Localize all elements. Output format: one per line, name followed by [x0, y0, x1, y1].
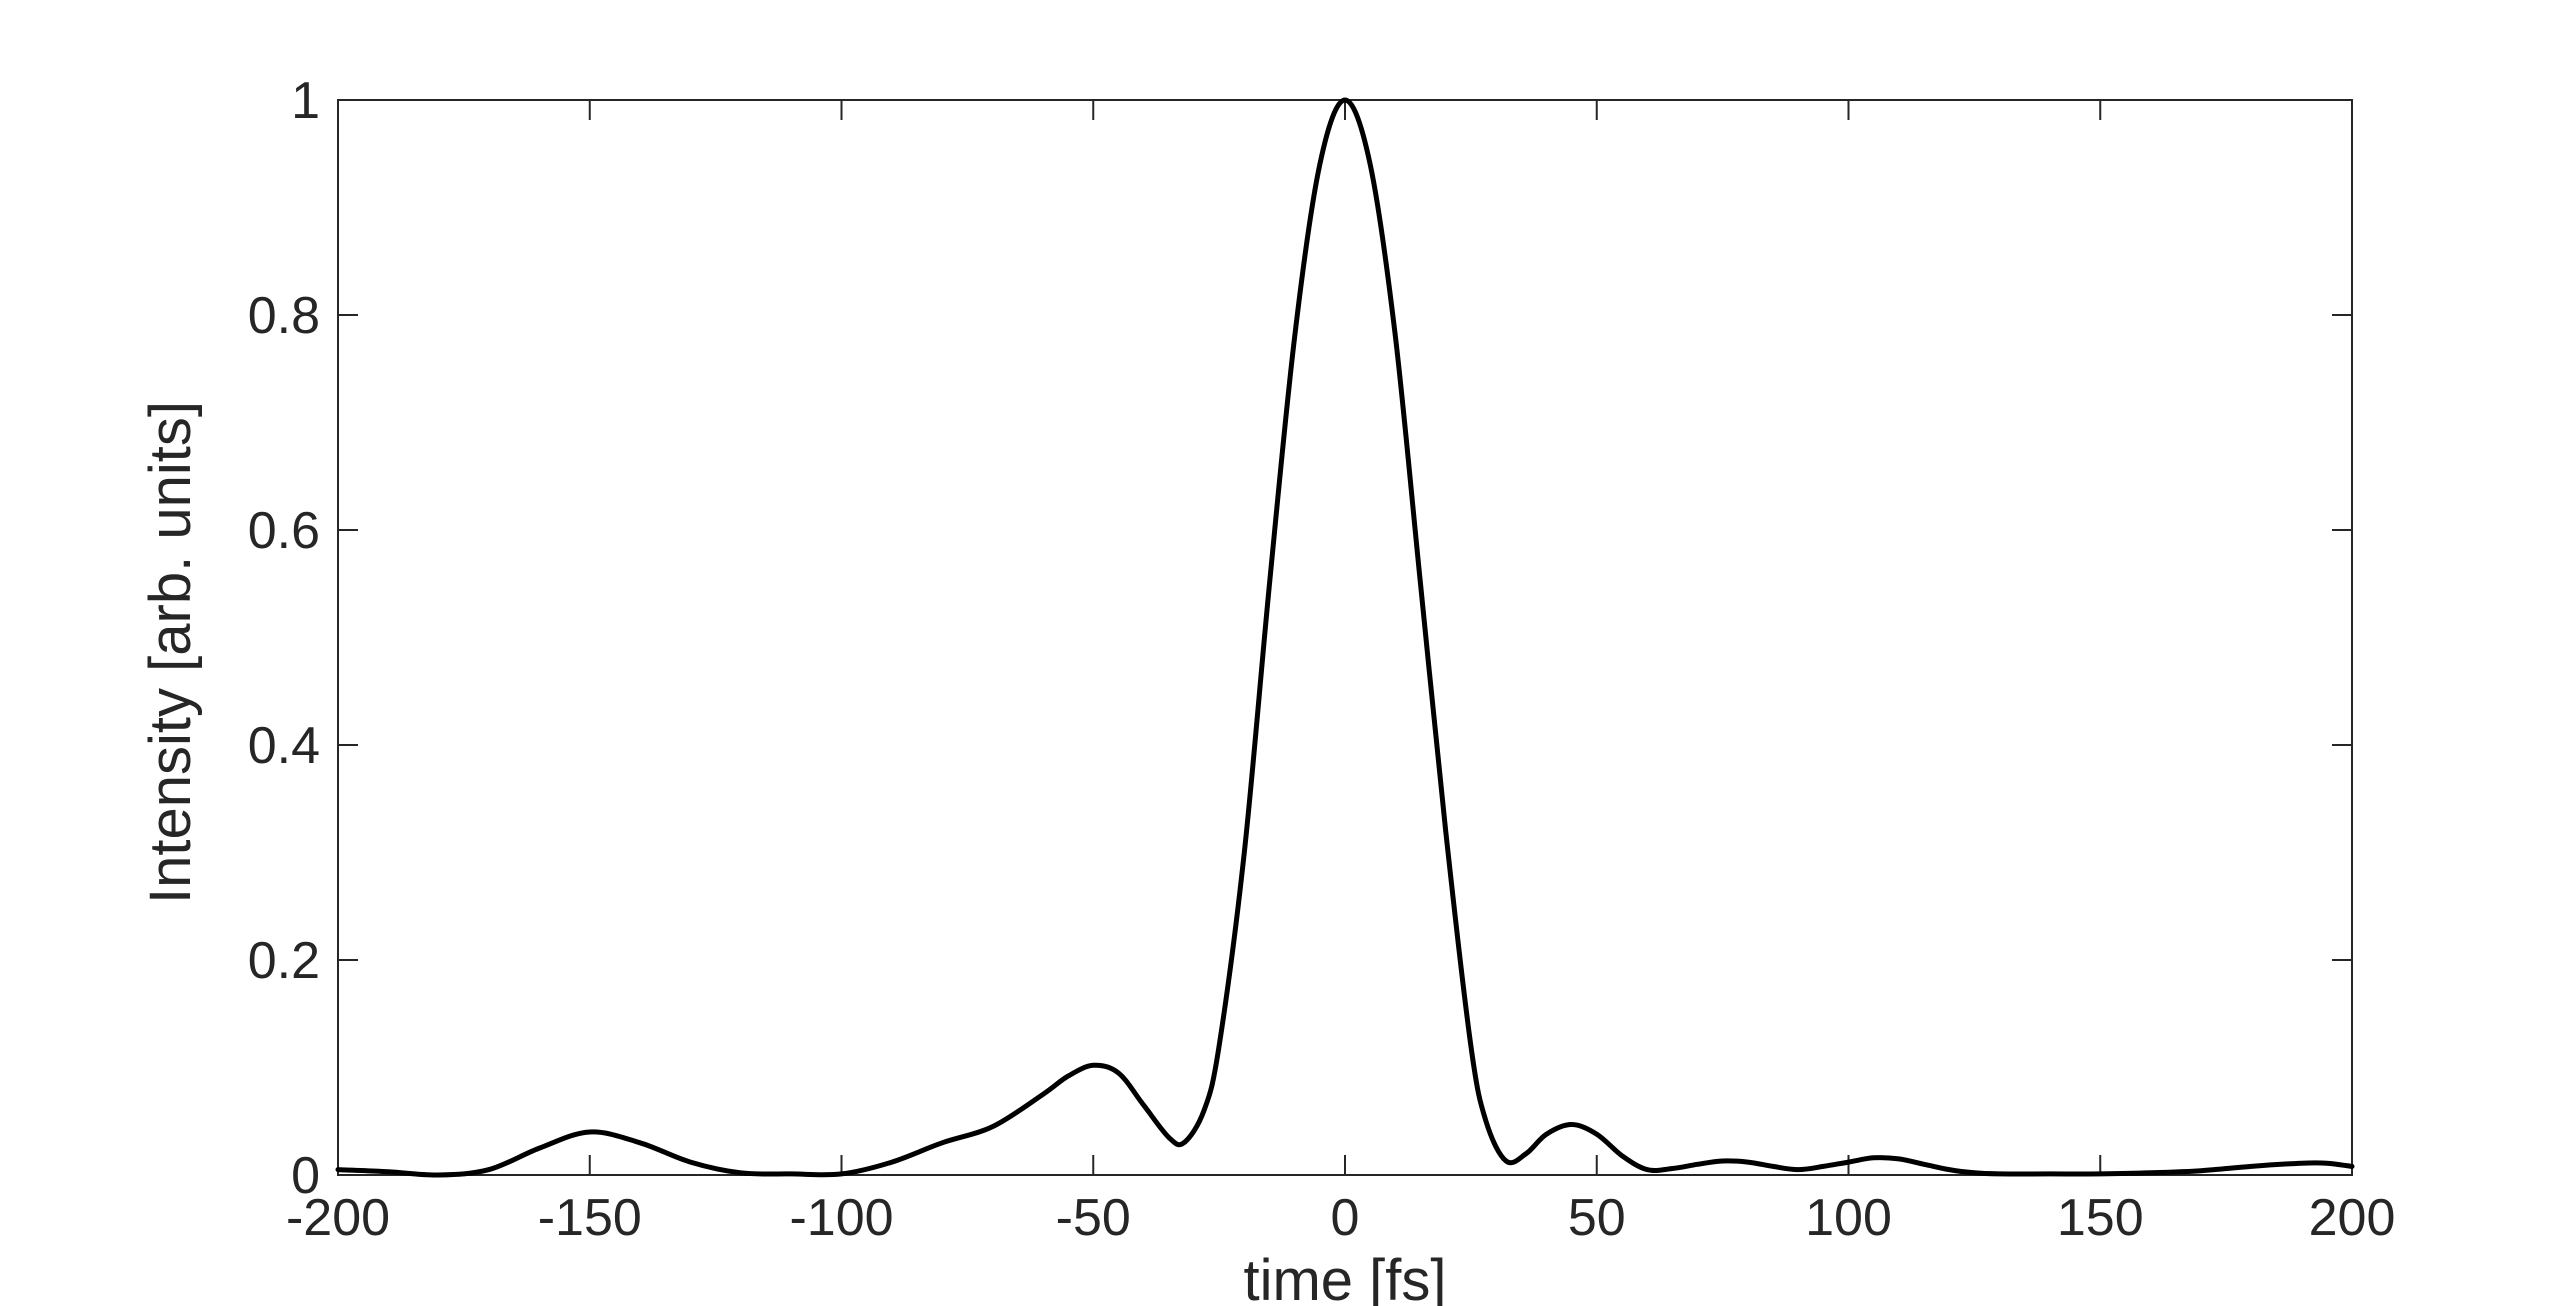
x-tick-label: -150 [538, 1189, 642, 1247]
y-axis-title: Intensity [arb. units] [138, 401, 203, 904]
x-tick-label: 50 [1568, 1189, 1626, 1247]
plot-box [337, 99, 2353, 1176]
y-tick-label: 0 [291, 1147, 320, 1205]
x-tick-label: -200 [286, 1189, 390, 1247]
y-tick-labels: 0 0.2 0.4 0.6 0.8 1 [248, 72, 320, 1205]
x-axis-title: time [fs] [1243, 1248, 1446, 1306]
y-tick-label: 0.6 [248, 502, 320, 560]
x-tick-label: 0 [1331, 1189, 1360, 1247]
y-tick-label: 0.2 [248, 932, 320, 990]
y-tick-label: 1 [291, 72, 320, 130]
y-tick-label: 0.4 [248, 717, 320, 775]
x-tick-label: -50 [1056, 1189, 1131, 1247]
x-tick-label: 100 [1805, 1189, 1892, 1247]
y-tick-label: 0.8 [248, 287, 320, 345]
x-tick-label: 150 [2057, 1189, 2144, 1247]
x-tick-label: -100 [789, 1189, 893, 1247]
x-tick-label: 200 [2309, 1189, 2396, 1247]
series-line [335, 97, 2355, 1178]
tick-marks [337, 99, 2353, 1176]
x-tick-labels: -200 -150 -100 -50 0 50 100 150 200 [286, 1189, 2395, 1247]
